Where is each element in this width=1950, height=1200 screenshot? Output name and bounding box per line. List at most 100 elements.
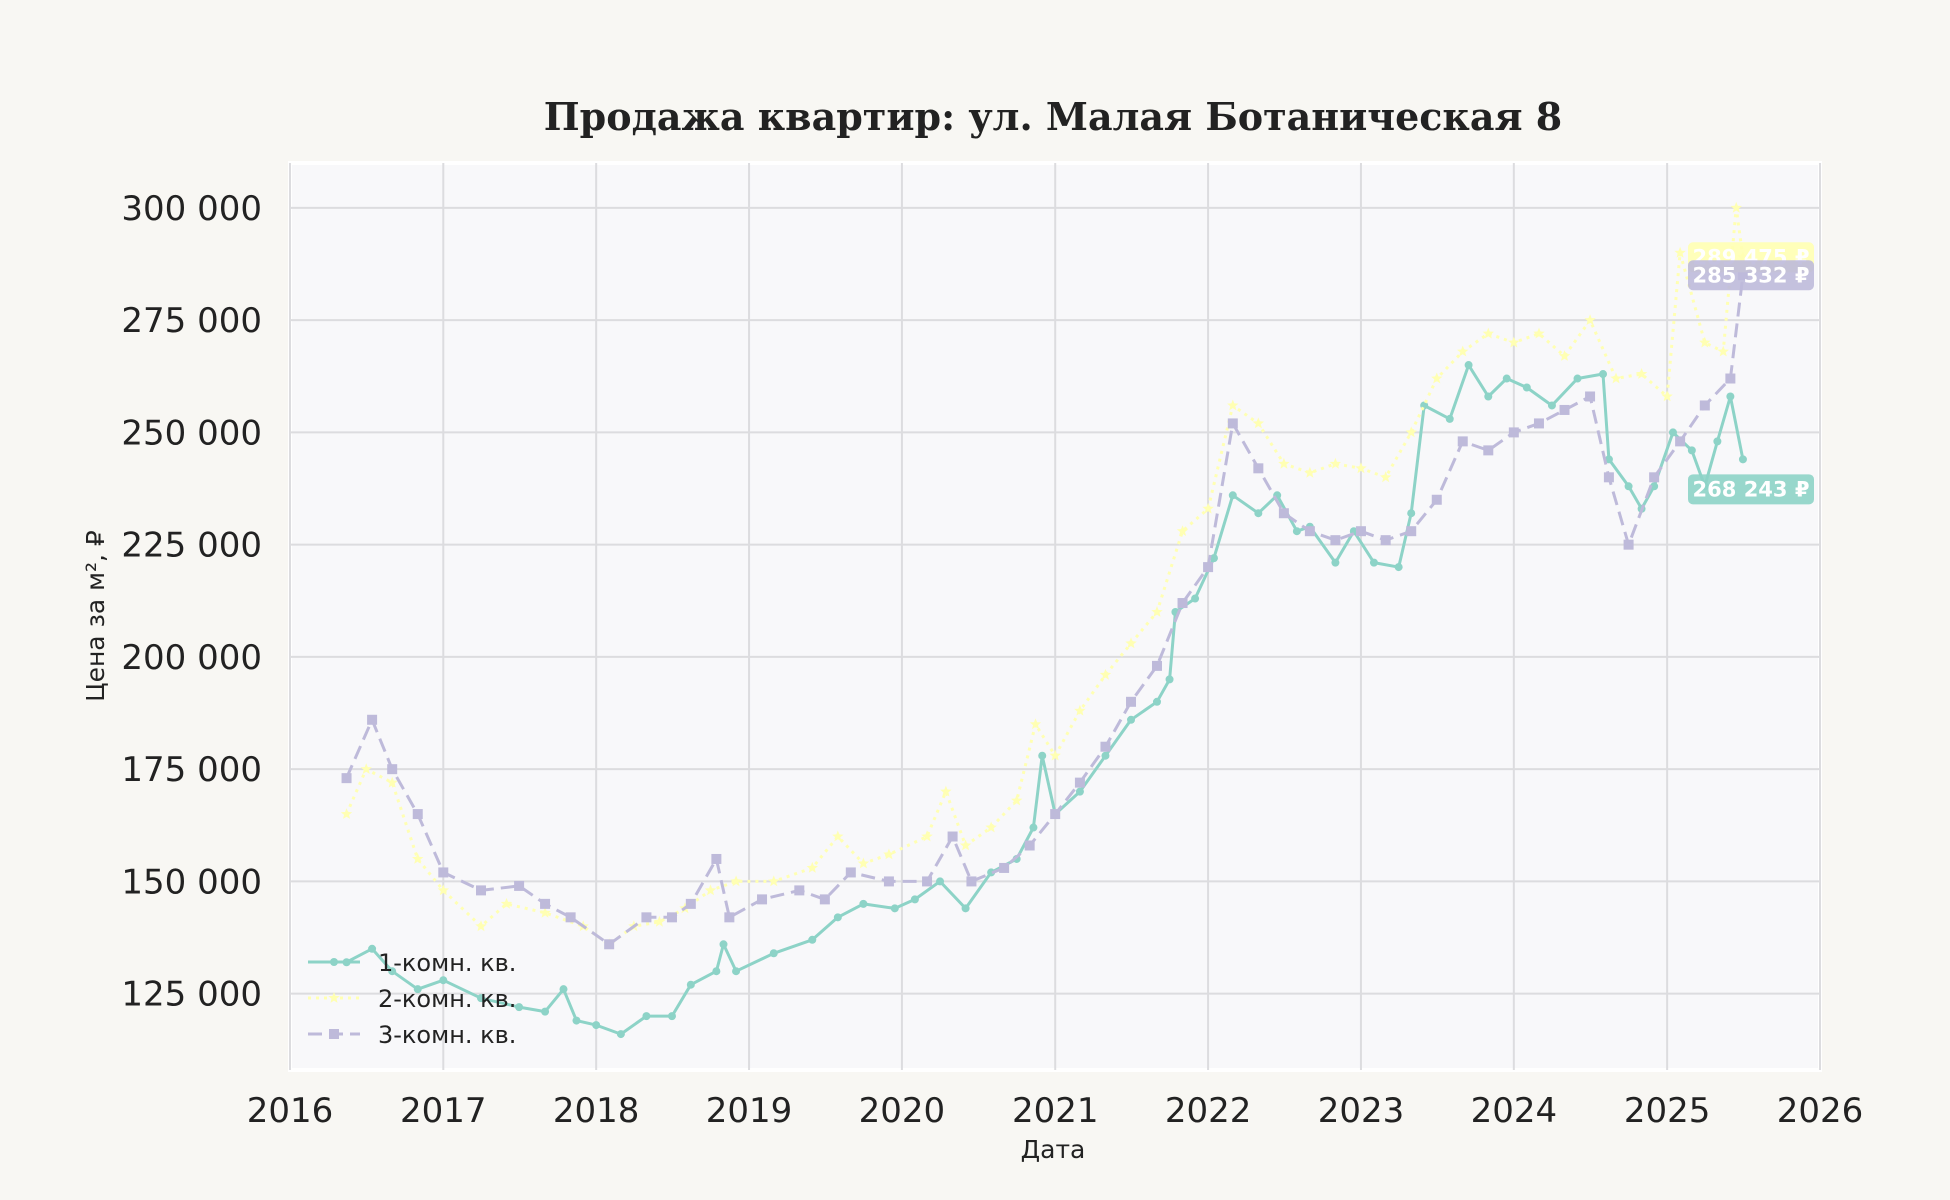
data-point: [1650, 482, 1659, 491]
data-point: [1177, 598, 1188, 609]
x-tick-label-2025: 2025: [1624, 1091, 1711, 1131]
data-point: [724, 912, 735, 923]
data-point: [340, 808, 353, 819]
data-point: [413, 985, 422, 994]
y-tick-label-225000: 225 000: [121, 526, 262, 566]
data-point: [910, 895, 919, 904]
series-1-line: [345, 363, 1745, 1036]
data-point: [1457, 436, 1468, 447]
y-tick-label-275000: 275 000: [121, 301, 262, 341]
data-point: [1165, 675, 1174, 684]
data-point: [1074, 704, 1086, 716]
data-point: [883, 876, 894, 887]
x-tick-label-2024: 2024: [1471, 1091, 1558, 1131]
y-axis-label: Цена за м², ₽: [81, 530, 110, 702]
end-value-labels: 268 243 ₽289 475 ₽285 332 ₽: [1688, 242, 1814, 505]
data-point: [890, 904, 899, 913]
data-point: [1252, 417, 1265, 429]
data-point: [1278, 457, 1290, 469]
data-point: [1075, 787, 1084, 796]
data-point: [1533, 327, 1545, 339]
data-point: [883, 848, 895, 860]
data-point: [769, 949, 778, 958]
data-point: [961, 904, 970, 913]
data-point: [604, 939, 615, 950]
end-label-series-3: 285 332 ₽: [1688, 260, 1814, 291]
data-point: [921, 830, 933, 842]
data-point: [806, 861, 818, 873]
legend-entry-3: 3-комн. кв.: [308, 1021, 516, 1049]
y-axis-ticks: 125 000 150 000 175 000 200 000 225 000 250 0…: [121, 189, 262, 1015]
legend: 1-комн. кв. 2-комн. кв. 3-комн. кв.: [308, 949, 516, 1049]
data-point: [341, 773, 352, 784]
data-point: [1661, 390, 1673, 402]
data-point: [1502, 374, 1511, 383]
data-point: [1331, 558, 1340, 567]
data-point: [616, 1030, 625, 1039]
data-point: [1024, 840, 1035, 851]
x-axis-label: Дата: [1021, 1135, 1086, 1164]
y-tick-label-250000: 250 000: [121, 413, 262, 453]
data-point: [539, 906, 551, 918]
data-point: [1649, 472, 1660, 483]
x-tick-label-2018: 2018: [553, 1091, 640, 1131]
data-point: [1584, 314, 1596, 325]
x-tick-label-2026: 2026: [1777, 1091, 1864, 1131]
data-point: [1726, 392, 1735, 401]
end-label-text: 285 332 ₽: [1693, 263, 1810, 287]
data-point: [476, 994, 485, 1003]
data-point: [412, 853, 424, 864]
data-point: [386, 776, 398, 788]
x-tick-label-2022: 2022: [1165, 1091, 1252, 1131]
data-point: [1151, 606, 1163, 617]
data-point: [1699, 336, 1711, 348]
data-point: [514, 880, 525, 891]
data-point: [1101, 751, 1110, 760]
data-point: [1668, 428, 1677, 437]
data-point: [438, 867, 449, 878]
data-point: [1304, 466, 1316, 478]
data-point: [1029, 823, 1038, 832]
data-point: [500, 897, 513, 909]
data-point: [808, 935, 817, 944]
data-point: [1573, 374, 1582, 383]
data-point: [966, 876, 977, 887]
legend-label: 1-комн. кв.: [378, 949, 516, 977]
data-point: [1292, 527, 1301, 536]
x-axis-ticks: 2016 2017 2018 2019 2020 2021 2022 2023 2024 2025…: [247, 1091, 1864, 1131]
data-point: [1533, 418, 1544, 429]
data-point: [833, 913, 842, 922]
data-point: [437, 884, 449, 896]
data-point: [1209, 554, 1218, 563]
data-point: [732, 967, 741, 976]
data-point: [1176, 525, 1189, 536]
x-tick-label-2019: 2019: [706, 1091, 793, 1131]
data-point: [1675, 436, 1686, 447]
data-point: [1610, 372, 1622, 384]
data-point: [711, 853, 722, 864]
end-label-series-1: 268 243 ₽: [1688, 474, 1814, 505]
legend-entry-2: 2-комн. кв.: [308, 985, 516, 1013]
data-point: [1482, 327, 1494, 339]
data-point: [1558, 350, 1571, 361]
data-point: [559, 985, 568, 994]
data-point: [1623, 539, 1634, 550]
data-point: [1074, 777, 1085, 788]
data-point: [1152, 697, 1161, 706]
end-label-badge: [1688, 474, 1814, 505]
data-point: [859, 899, 868, 908]
data-point: [685, 898, 696, 909]
data-point: [653, 915, 666, 927]
data-point: [387, 764, 398, 775]
data-point: [1227, 418, 1238, 429]
data-point: [730, 875, 742, 887]
data-point: [1227, 399, 1239, 411]
data-point: [940, 785, 952, 797]
data-point: [712, 967, 721, 976]
data-point: [641, 912, 652, 923]
series-3: [341, 270, 1748, 950]
data-point: [1635, 368, 1648, 379]
y-tick-label-150000: 150 000: [121, 862, 262, 902]
data-point: [388, 967, 397, 976]
